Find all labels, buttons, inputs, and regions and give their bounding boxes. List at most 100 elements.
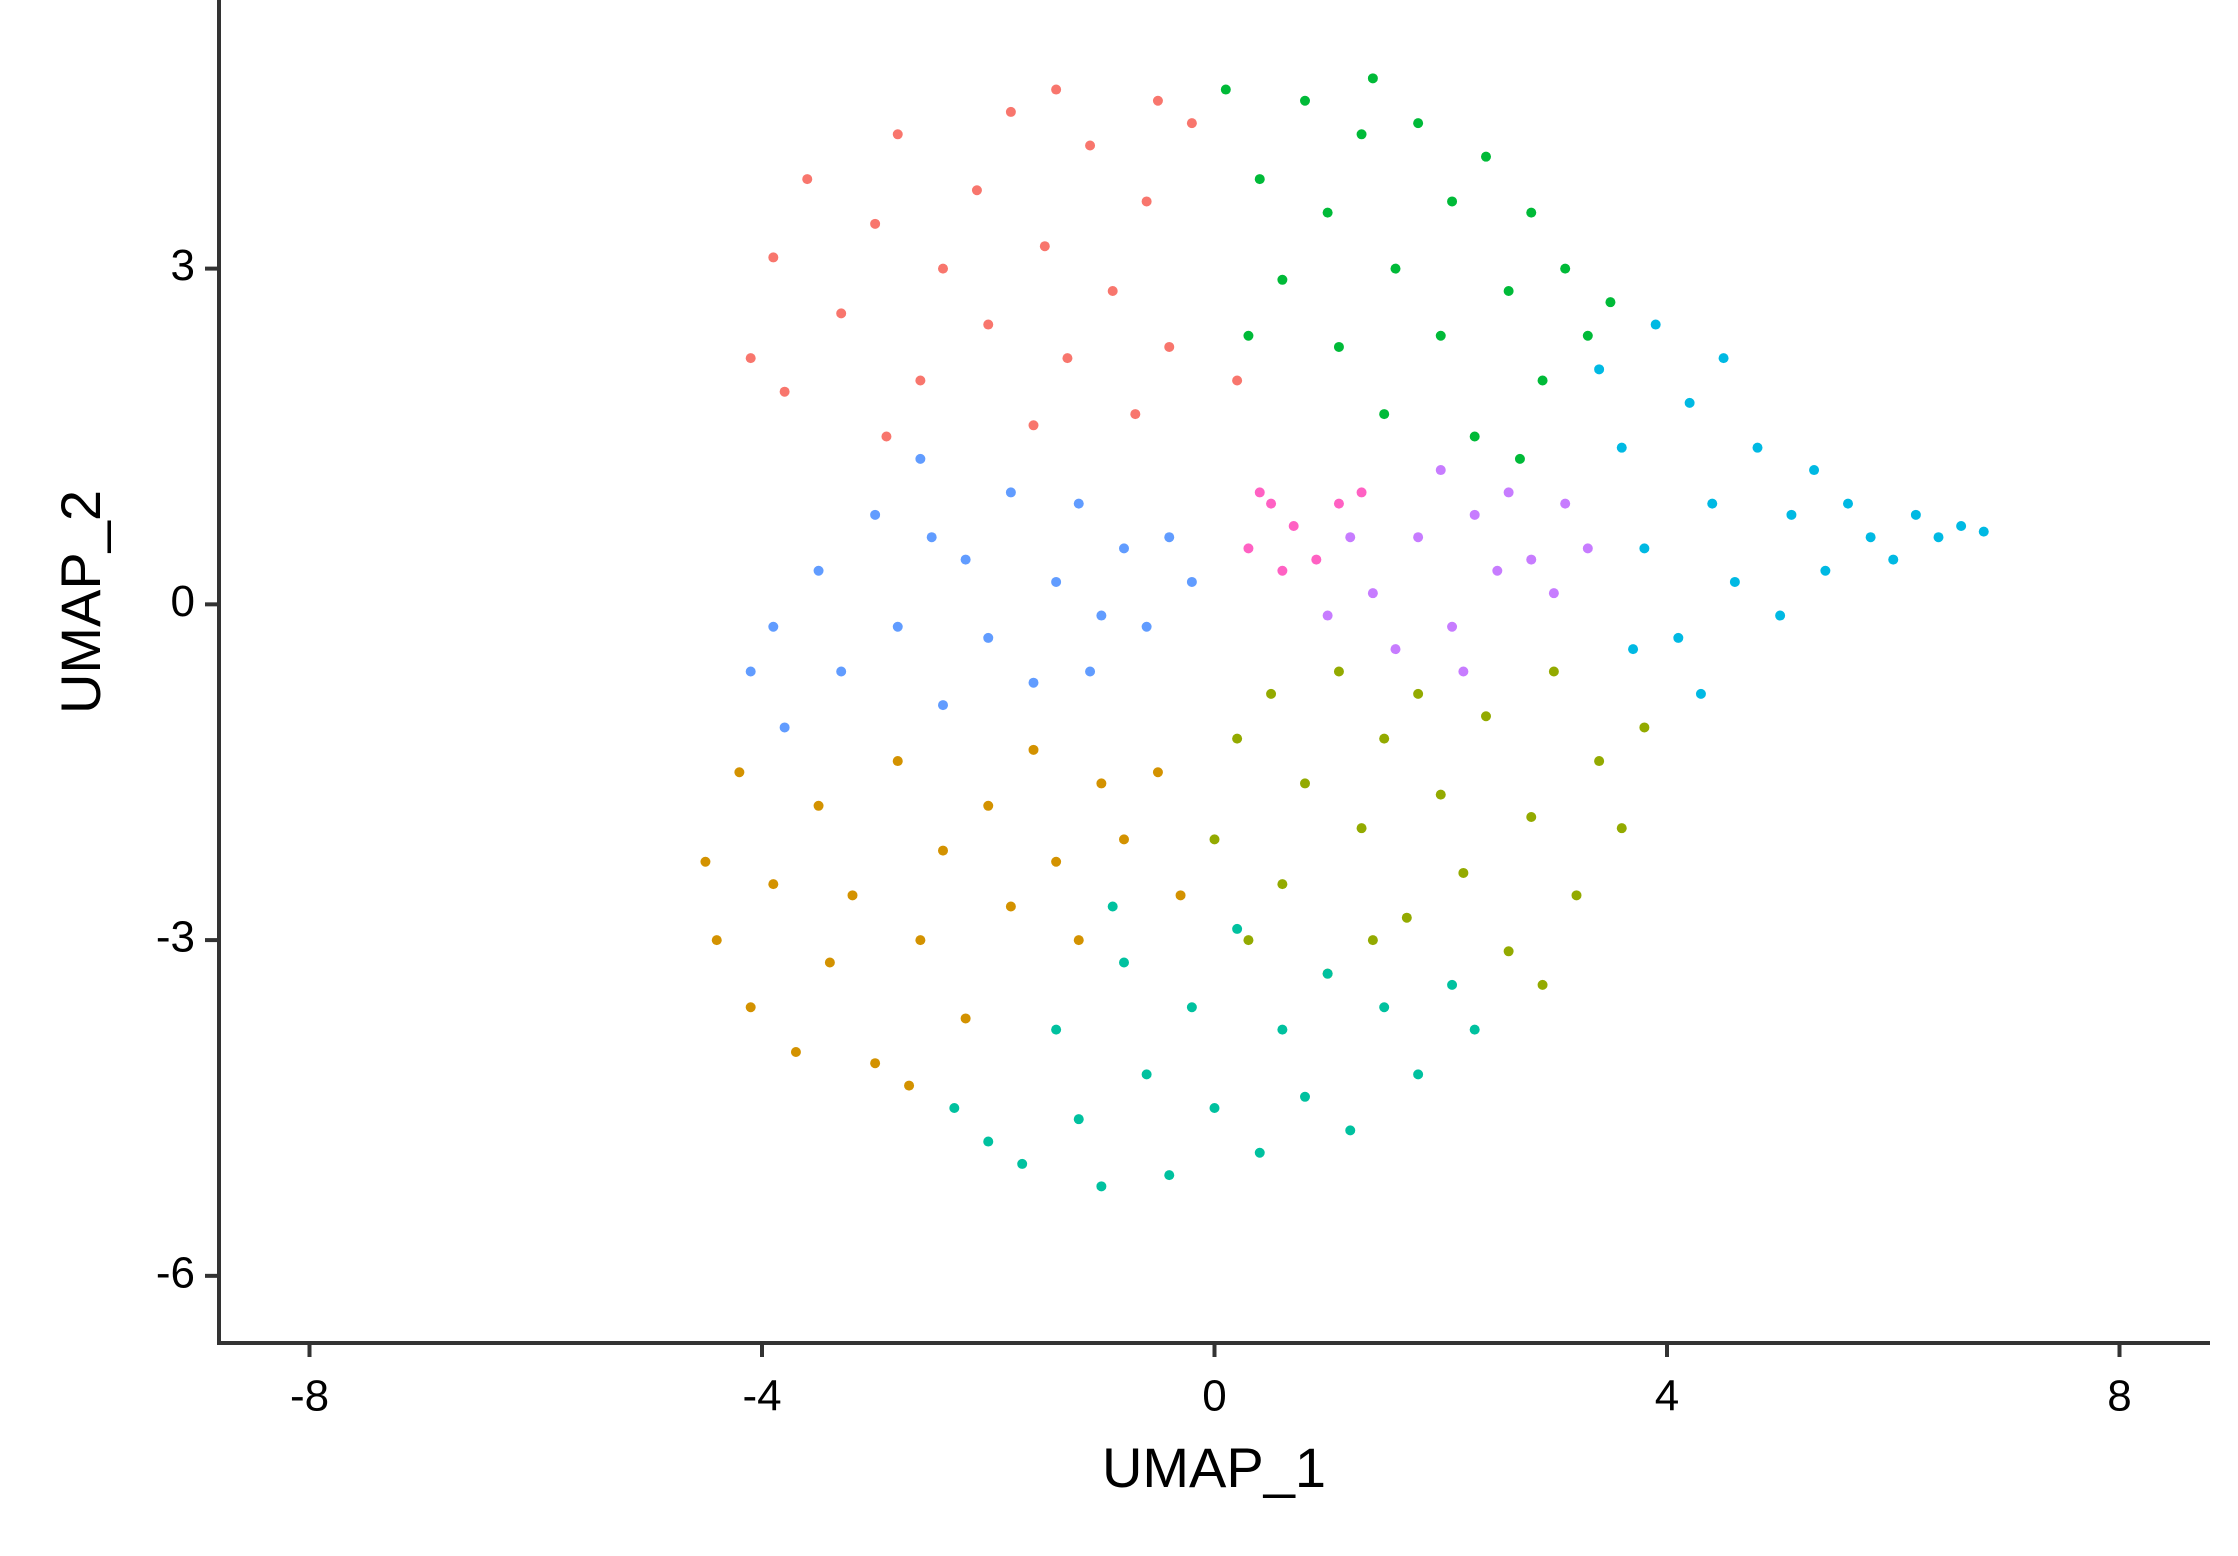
- point: [1707, 498, 1718, 509]
- point: [1401, 912, 1412, 923]
- point: [1447, 621, 1458, 632]
- point: [779, 386, 790, 397]
- point: [1300, 778, 1310, 789]
- point: [1254, 487, 1265, 498]
- point: [1085, 140, 1096, 151]
- x-axis-title: UMAP_1: [1102, 1436, 1326, 1499]
- point: [1548, 666, 1559, 677]
- point: [1288, 521, 1299, 532]
- y-tick-label: 3: [171, 241, 195, 290]
- point: [892, 129, 903, 140]
- point: [1243, 543, 1254, 554]
- point: [1073, 498, 1084, 509]
- point: [1107, 901, 1118, 912]
- point: [1051, 576, 1062, 587]
- point: [1062, 353, 1073, 364]
- point: [960, 1013, 971, 1024]
- point: [1186, 576, 1197, 587]
- point: [700, 856, 711, 867]
- point: [1582, 330, 1593, 341]
- point: [1956, 521, 1967, 532]
- point: [1028, 420, 1039, 431]
- point: [1130, 409, 1141, 420]
- point: [1232, 923, 1243, 934]
- point: [1673, 632, 1684, 643]
- point: [1560, 263, 1571, 274]
- point: [1933, 532, 1944, 543]
- point: [1266, 498, 1277, 509]
- point: [1367, 588, 1378, 599]
- point: [1582, 543, 1593, 554]
- point: [1435, 465, 1446, 476]
- point: [1017, 1158, 1028, 1169]
- point: [1186, 1002, 1197, 1013]
- x-tick-label: 0: [1202, 1372, 1226, 1421]
- point: [1254, 1147, 1265, 1158]
- point: [1039, 241, 1050, 252]
- point: [1356, 487, 1367, 498]
- point: [1639, 543, 1650, 554]
- point: [960, 554, 971, 565]
- point: [768, 621, 779, 632]
- point: [1186, 118, 1197, 129]
- point: [745, 1002, 756, 1013]
- point: [1209, 1102, 1220, 1113]
- point: [1390, 263, 1401, 274]
- point: [870, 218, 881, 229]
- point: [870, 509, 881, 520]
- point: [1481, 711, 1491, 722]
- point: [1096, 778, 1107, 789]
- point: [1865, 532, 1876, 543]
- point: [1413, 118, 1424, 129]
- point: [1639, 722, 1650, 733]
- point: [1379, 733, 1390, 744]
- point: [1141, 621, 1152, 632]
- point: [1978, 526, 1989, 537]
- point: [1594, 364, 1605, 375]
- point: [1469, 1024, 1480, 1035]
- point: [1356, 823, 1367, 834]
- point: [1537, 375, 1548, 386]
- point: [1164, 1170, 1175, 1181]
- point: [1390, 644, 1401, 655]
- point: [1300, 1091, 1310, 1102]
- point: [881, 431, 892, 442]
- point: [1107, 285, 1118, 296]
- point: [1560, 498, 1571, 509]
- point: [1809, 465, 1820, 476]
- point: [1548, 588, 1559, 599]
- point: [1413, 688, 1424, 699]
- point: [1650, 319, 1661, 330]
- point: [790, 1047, 801, 1058]
- point: [1526, 554, 1537, 565]
- y-tick-label: -6: [156, 1248, 195, 1297]
- point: [1141, 1069, 1152, 1080]
- point: [1752, 442, 1763, 453]
- point: [1492, 565, 1503, 576]
- point: [1164, 341, 1175, 352]
- point: [1843, 498, 1853, 509]
- y-axis-title: UMAP_2: [49, 490, 112, 714]
- point: [1051, 1024, 1062, 1035]
- point: [870, 1058, 881, 1069]
- point: [983, 800, 994, 811]
- point: [1367, 935, 1378, 946]
- point: [745, 666, 756, 677]
- point: [1594, 756, 1605, 767]
- x-tick-label: 4: [1655, 1372, 1679, 1421]
- point: [1458, 867, 1469, 878]
- point: [1096, 610, 1107, 621]
- point: [1435, 330, 1446, 341]
- point: [1616, 442, 1627, 453]
- point: [1684, 397, 1695, 408]
- points: [700, 73, 1989, 1192]
- point: [1413, 532, 1424, 543]
- point: [1379, 409, 1390, 420]
- point: [926, 532, 937, 543]
- point: [768, 879, 779, 890]
- point: [1028, 744, 1039, 755]
- point: [1628, 644, 1639, 655]
- point: [1526, 207, 1537, 218]
